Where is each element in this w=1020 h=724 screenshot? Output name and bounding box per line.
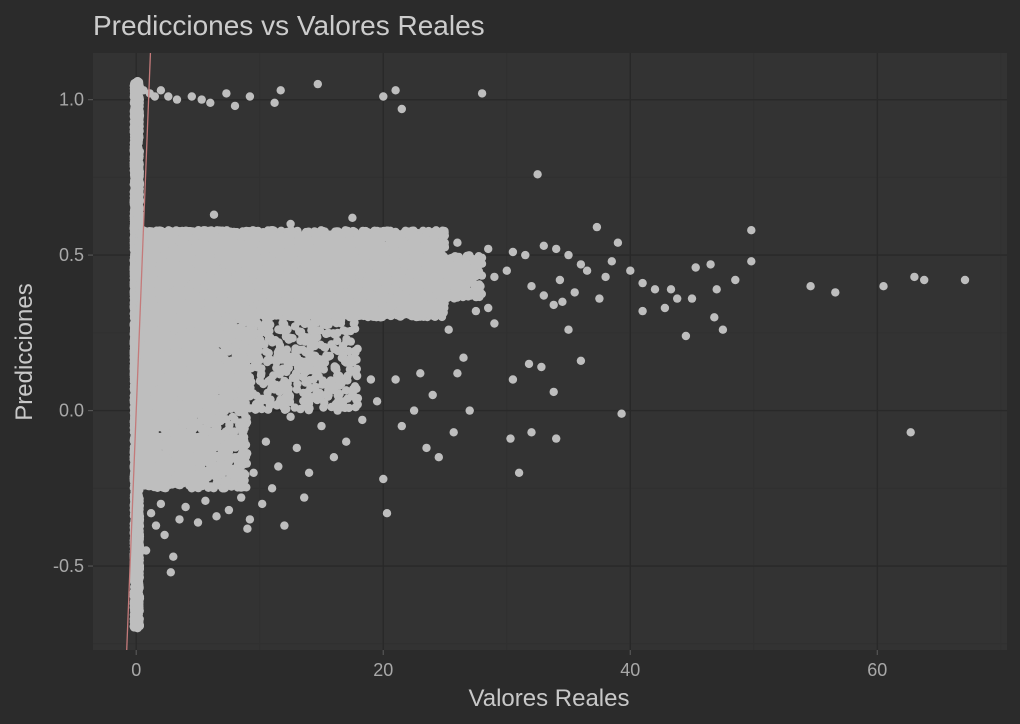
data-point <box>135 161 144 170</box>
data-point <box>130 175 139 184</box>
data-point <box>131 100 140 109</box>
data-point <box>131 108 140 117</box>
data-point <box>131 216 140 225</box>
data-point <box>133 490 143 499</box>
data-points <box>129 77 970 633</box>
data-point <box>134 190 143 199</box>
data-point <box>131 146 141 156</box>
data-point <box>134 507 143 516</box>
data-point <box>130 137 139 146</box>
data-point <box>135 526 144 535</box>
data-point <box>129 125 139 135</box>
data-point <box>135 535 144 544</box>
data-point <box>133 513 143 523</box>
data-point <box>133 201 143 210</box>
data-point <box>130 549 139 558</box>
data-point <box>131 498 140 508</box>
chart-title: Predicciones vs Valores Reales <box>93 10 485 41</box>
